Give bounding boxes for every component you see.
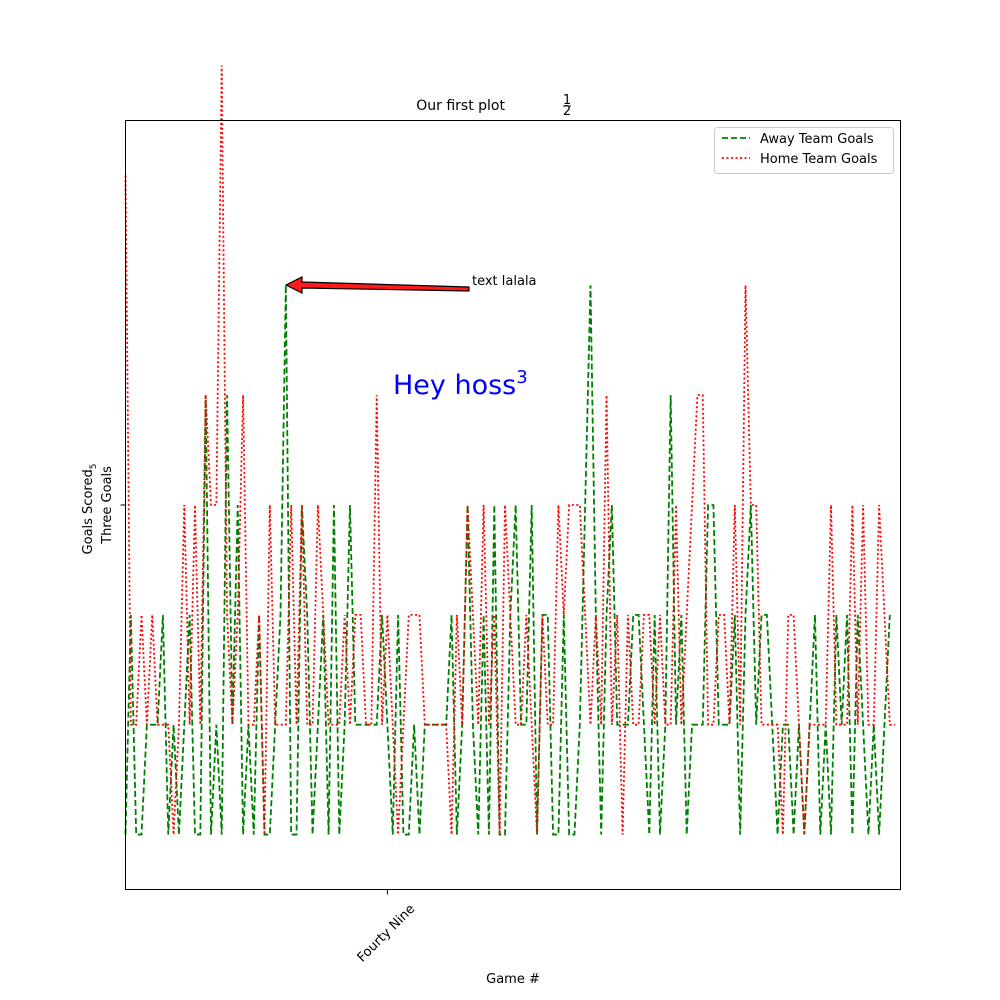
hey-hoss-main: Hey hoss	[393, 370, 516, 401]
title-fraction-denominator: 2	[563, 104, 571, 119]
y-axis-label-line1-group: Goals Scored5	[81, 464, 99, 555]
y-axis-label-line1: Goals Scored5	[81, 464, 99, 555]
x-axis-label: Game #	[486, 972, 540, 987]
legend-label-away: Away Team Goals	[760, 132, 874, 147]
y-axis-label-subscript: 5	[89, 464, 99, 470]
title-fraction: 1 2	[563, 93, 571, 119]
legend-box	[714, 127, 894, 174]
annotation-text: text lalala	[472, 274, 537, 289]
hey-hoss-text: Hey hoss3	[393, 367, 528, 401]
x-tick-label: Fourty Nine	[355, 902, 419, 966]
series-line-away	[124, 285, 891, 836]
y-axis-label-line2: Three Goals	[100, 466, 115, 545]
y-axis-label-text: Goals Scored	[81, 469, 96, 554]
hey-hoss-superscript: 3	[516, 367, 527, 388]
legend-label-home: Home Team Goals	[760, 152, 878, 167]
y-axis-label-line2-group: Three Goals	[100, 466, 115, 545]
title-fraction-numerator: 1	[563, 93, 571, 108]
annotation-arrow	[284, 276, 470, 294]
series-line-home	[124, 65, 896, 835]
legend: Away Team Goals Home Team Goals	[714, 127, 894, 174]
chart-title: Our first plot	[416, 98, 505, 114]
annotation: text lalala	[284, 274, 537, 294]
series-layer	[124, 65, 896, 836]
